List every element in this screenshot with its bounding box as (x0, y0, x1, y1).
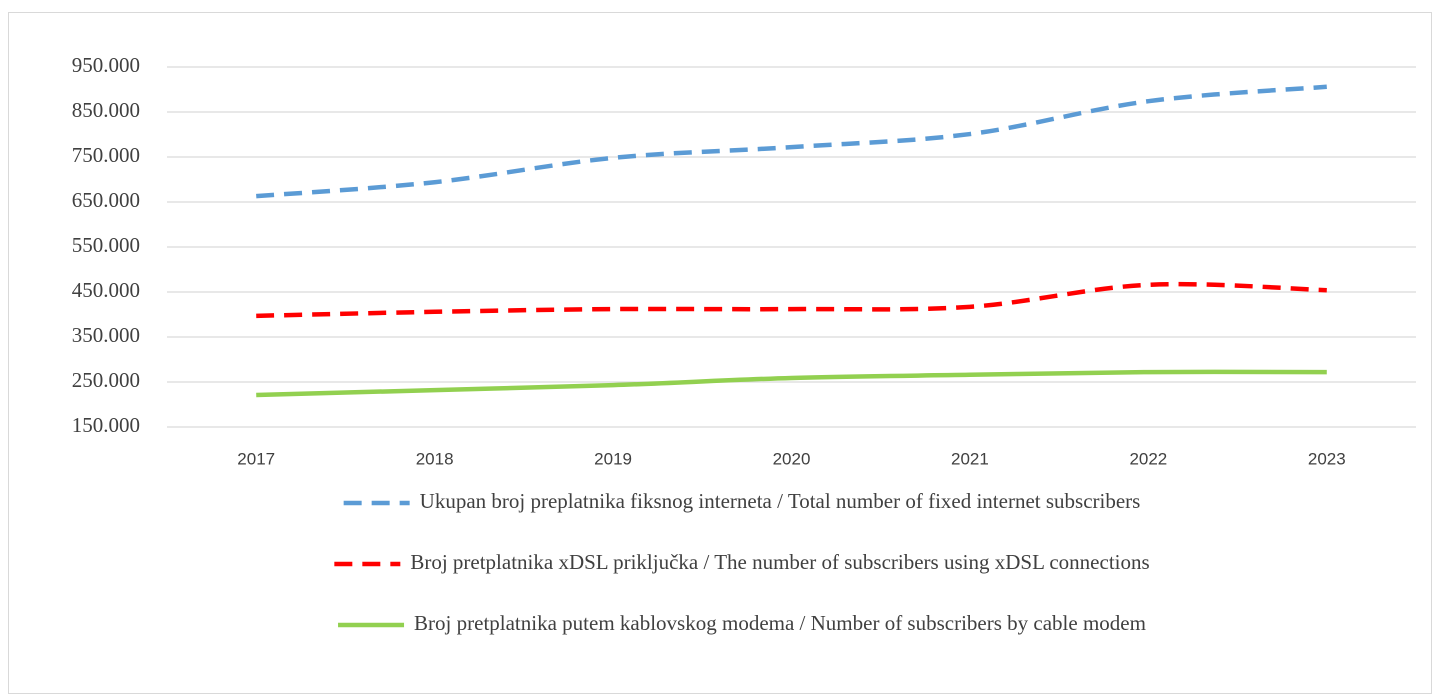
legend-label: Broj pretplatnika putem kablovskog modem… (414, 611, 1146, 635)
legend-label: Ukupan broj preplatnika fiksnog internet… (420, 489, 1141, 513)
data-line (256, 369, 1327, 398)
x-tick-label: 2022 (1129, 449, 1167, 468)
y-tick-label: 350.000 (72, 323, 140, 347)
data-line (256, 281, 1327, 319)
y-tick-label: 450.000 (72, 278, 140, 302)
legend-entry: Broj pretplatnika putem kablovskog modem… (338, 611, 1146, 635)
legend-label: Broj pretplatnika xDSL priključka / The … (410, 550, 1149, 574)
y-tick-label: 250.000 (72, 368, 140, 392)
legend-entry: Ukupan broj preplatnika fiksnog internet… (343, 489, 1141, 513)
x-tick-label: 2017 (237, 449, 275, 468)
y-tick-label: 750.000 (72, 143, 140, 167)
y-tick-label: 950.000 (72, 53, 140, 77)
x-tick-label: 2023 (1308, 449, 1346, 468)
y-tick-label: 550.000 (72, 233, 140, 257)
x-tick-label: 2020 (773, 449, 811, 468)
y-tick-label: 650.000 (72, 188, 140, 212)
x-tick-label: 2019 (594, 449, 632, 468)
x-tick-label: 2018 (416, 449, 454, 468)
y-tick-label: 150.000 (72, 413, 140, 437)
chart-frame (8, 12, 1432, 694)
legend-entry: Broj pretplatnika xDSL priključka / The … (334, 550, 1150, 574)
x-tick-label: 2021 (951, 449, 989, 468)
y-tick-label: 850.000 (72, 98, 140, 122)
data-line (256, 84, 1327, 199)
